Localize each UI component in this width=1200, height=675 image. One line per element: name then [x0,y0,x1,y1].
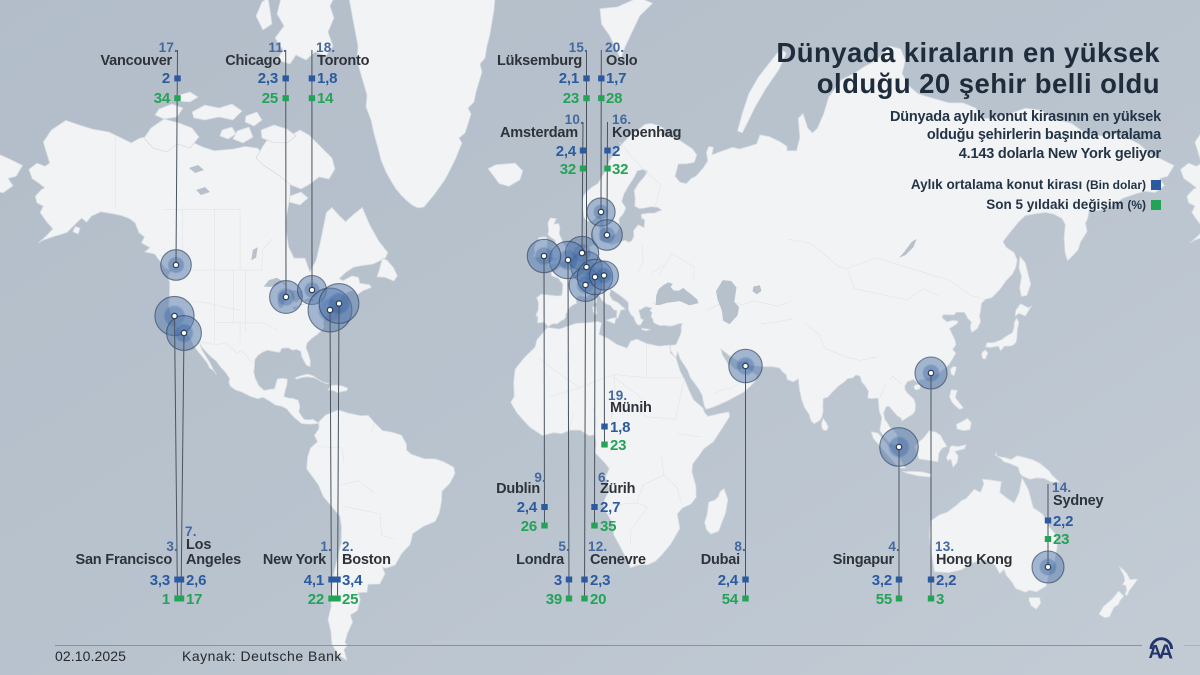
svg-text:A: A [1159,642,1173,664]
svg-text:A: A [1149,641,1162,662]
